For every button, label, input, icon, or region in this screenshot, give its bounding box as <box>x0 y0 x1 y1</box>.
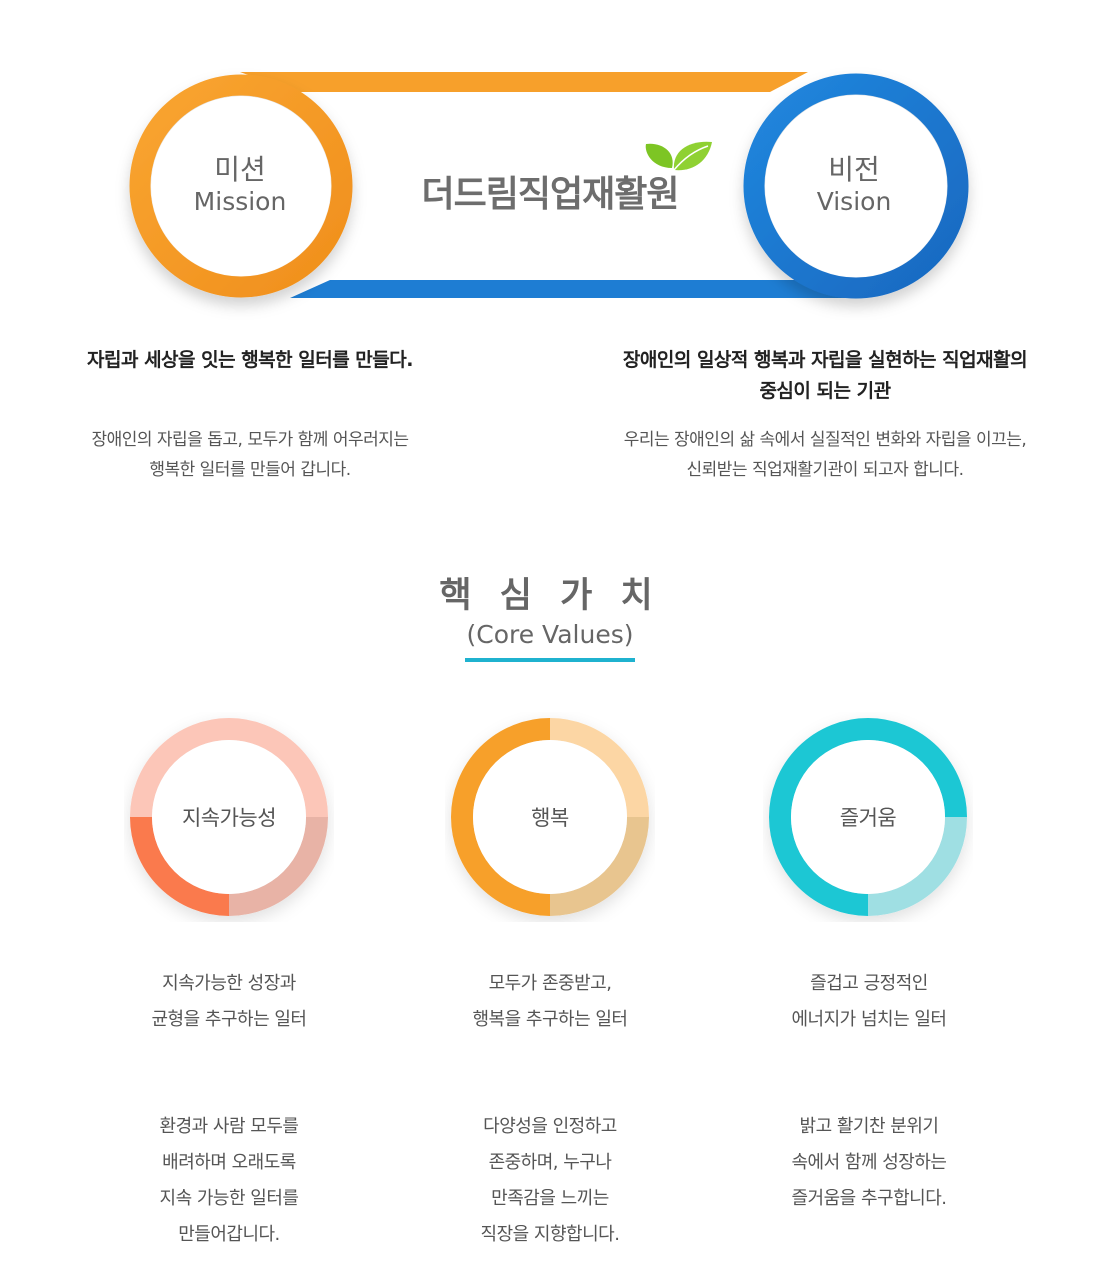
value-description: 다양성을 인정하고 존중하며, 누구나 만족감을 느끼는 직장을 지향합니다. <box>400 1109 700 1253</box>
mission-en: Mission <box>193 187 287 216</box>
ring-segment <box>228 816 328 916</box>
core-values-title-en: (Core Values) <box>466 620 634 649</box>
leaf-icon <box>645 141 712 171</box>
banner-graphic <box>129 72 969 299</box>
vision-section: 장애인의 일상적 행복과 자립을 실현하는 직업재활의 중심이 되는 기관 우리… <box>560 345 1090 485</box>
value-subtitle-line: 균형을 추구하는 일터 <box>151 1009 307 1030</box>
mission-section: 자립과 세상을 잇는 행복한 일터를 만들다. 장애인의 자립을 돕고, 모두가… <box>40 345 460 485</box>
value-description-line: 만들어갑니다. <box>178 1224 280 1245</box>
ring-center <box>791 740 945 894</box>
mission-ko: 미션 <box>214 153 266 186</box>
mission-description: 장애인의 자립을 돕고, 모두가 함께 어우러지는 행복한 일터를 만들어 갑니… <box>40 425 460 485</box>
vision-ko: 비전 <box>828 153 880 186</box>
value-description-line: 환경과 사람 모두를 <box>159 1116 299 1137</box>
vision-label: 비전 Vision <box>754 154 954 218</box>
vision-description-line: 신뢰받는 직업재활기관이 되고자 합니다. <box>686 460 965 480</box>
ring-graphic <box>451 718 649 916</box>
vision-description: 우리는 장애인의 삶 속에서 실질적인 변화와 자립을 이끄는, 신뢰받는 직업… <box>560 425 1090 485</box>
value-subtitle-line: 행복을 추구하는 일터 <box>472 1009 628 1030</box>
value-description-line: 지속 가능한 일터를 <box>159 1188 299 1209</box>
mission-description-line: 장애인의 자립을 돕고, 모두가 함께 어우러지는 <box>91 430 409 450</box>
value-subtitle-line: 모두가 존중받고, <box>488 973 612 994</box>
value-label: 지속가능성 <box>181 806 277 830</box>
value-subtitle: 모두가 존중받고, 행복을 추구하는 일터 <box>400 966 700 1038</box>
value-description-line: 직장을 지향합니다. <box>480 1224 620 1245</box>
vision-headline: 장애인의 일상적 행복과 자립을 실현하는 직업재활의 중심이 되는 기관 <box>560 345 1090 407</box>
value-subtitle: 즐겁고 긍정적인 에너지가 넘치는 일터 <box>719 966 1019 1038</box>
mission-headline: 자립과 세상을 잇는 행복한 일터를 만들다. <box>87 349 413 371</box>
ring-segment <box>549 816 649 916</box>
value-subtitle-line: 에너지가 넘치는 일터 <box>791 1009 947 1030</box>
vision-description-line: 우리는 장애인의 삶 속에서 실질적인 변화와 자립을 이끄는, <box>623 430 1027 450</box>
value-subtitle-line: 지속가능한 성장과 <box>162 973 296 994</box>
mission-circle <box>151 96 331 276</box>
mission-description-line: 행복한 일터를 만들어 갑니다. <box>149 460 351 480</box>
vision-en: Vision <box>816 187 892 216</box>
ring-segment <box>549 718 649 818</box>
orange-band <box>240 72 808 92</box>
organization-title: 더드림직업재활원 <box>421 174 680 215</box>
mission-vision-banner: 더드림직업재활원 미션 Mission 비전 Vision <box>0 0 1100 320</box>
value-description-line: 다양성을 인정하고 <box>483 1116 617 1137</box>
ring-segment <box>769 718 967 916</box>
vision-circle <box>765 95 947 277</box>
ring-segment <box>451 718 551 916</box>
value-ring-joy: 즐거움 <box>763 712 973 922</box>
value-description-line: 배려하며 오래도록 <box>162 1152 296 1173</box>
value-ring-sustainability: 지속가능성 <box>124 712 334 922</box>
value-label: 즐거움 <box>839 806 897 830</box>
core-values-heading: 핵 심 가 치 (Core Values) <box>400 574 700 662</box>
core-values-underline <box>465 658 635 662</box>
value-description: 환경과 사람 모두를 배려하며 오래도록 지속 가능한 일터를 만들어갑니다. <box>79 1109 379 1253</box>
value-label: 행복 <box>531 806 569 830</box>
value-description-line: 밝고 활기찬 분위기 <box>799 1116 939 1137</box>
mission-label: 미션 Mission <box>140 154 340 218</box>
value-description-line: 즐거움을 추구합니다. <box>791 1188 947 1209</box>
ring-center <box>473 740 627 894</box>
value-description-line: 속에서 함께 성장하는 <box>791 1152 947 1173</box>
value-subtitle-line: 즐겁고 긍정적인 <box>810 973 928 994</box>
value-description-line: 존중하며, 누구나 <box>488 1152 612 1173</box>
ring-graphic <box>769 718 967 916</box>
value-ring-happiness: 행복 <box>445 712 655 922</box>
ring-segment <box>867 816 967 916</box>
vision-headline-line: 중심이 되는 기관 <box>759 380 891 402</box>
ring-graphic <box>130 718 328 916</box>
ring-center <box>152 740 306 894</box>
mission-ring <box>129 74 353 298</box>
blue-band <box>290 280 860 298</box>
value-subtitle: 지속가능한 성장과 균형을 추구하는 일터 <box>79 966 379 1038</box>
vision-headline-line: 장애인의 일상적 행복과 자립을 실현하는 직업재활의 <box>622 349 1028 371</box>
vision-ring <box>743 73 969 299</box>
ring-segment <box>130 718 328 818</box>
value-description: 밝고 활기찬 분위기 속에서 함께 성장하는 즐거움을 추구합니다. <box>719 1109 1019 1217</box>
core-values-title-ko: 핵 심 가 치 <box>439 576 661 616</box>
ring-segment <box>130 816 230 916</box>
value-description-line: 만족감을 느끼는 <box>491 1188 609 1209</box>
